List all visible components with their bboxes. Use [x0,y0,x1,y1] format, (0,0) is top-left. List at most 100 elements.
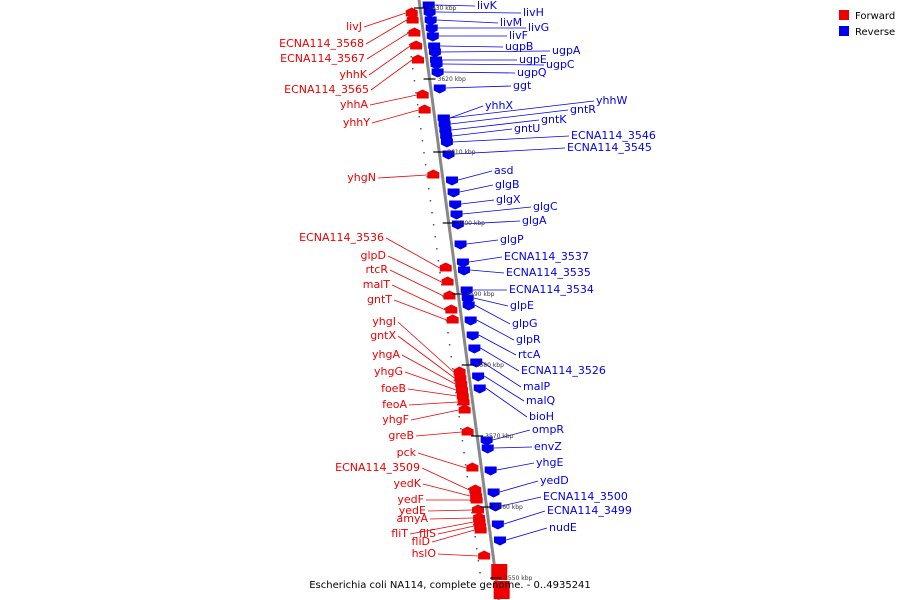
feature-glgc [450,210,463,220]
connector-hslo [437,553,479,557]
gene-label-flit[interactable]: fliT [391,527,408,540]
gene-label-ecna114-3546[interactable]: ECNA114_3546 [571,129,656,142]
gene-label-livk[interactable]: livK [477,0,498,12]
tick-label: 3590 kbp [466,291,494,298]
gene-label-glga[interactable]: glgA [522,214,547,227]
feature-yhha [416,89,429,99]
connector-yhhy [371,109,419,124]
gene-label-malp[interactable]: malP [523,380,551,393]
gene-label-ecna114-3509[interactable]: ECNA114_3509 [335,461,420,474]
gene-label-pck[interactable]: pck [397,446,417,459]
gene-label-ecna114-3567[interactable]: ECNA114_3567 [280,52,365,65]
gene-label-foeb[interactable]: foeB [381,382,406,395]
feature-ecna114-3499 [491,520,504,530]
gene-label-malq[interactable]: malQ [526,394,556,407]
gene-label-glpe[interactable]: glpE [510,299,534,312]
gene-label-glpg[interactable]: glpG [512,317,538,330]
gene-label-ecna114-3537[interactable]: ECNA114_3537 [504,250,589,263]
gene-label-feoa[interactable]: feoA [382,398,407,411]
connector-ecna114-3565 [370,59,413,91]
gene-label-livh[interactable]: livH [523,6,544,19]
gene-label-glgc[interactable]: glgC [533,200,558,213]
gene-label-glgb[interactable]: glgB [495,178,520,191]
gene-label-ecna114-3500[interactable]: ECNA114_3500 [543,490,628,503]
gene-label-flid[interactable]: fliD [412,535,430,548]
gene-label-gntr[interactable]: gntR [570,103,596,116]
gene-label-malt[interactable]: malT [363,278,391,291]
gene-label-yedk[interactable]: yedK [394,477,422,490]
gene-label-gntk[interactable]: gntK [541,113,567,126]
minor-tick [466,476,468,478]
gene-label-rtcr[interactable]: rtcR [365,263,388,276]
connector-ugpa [440,50,551,53]
gene-label-nude[interactable]: nudE [549,521,577,534]
gene-label-livm[interactable]: livM [500,16,522,29]
gene-label-yhgi[interactable]: yhgI [372,315,396,328]
gene-label-ecna114-3545[interactable]: ECNA114_3545 [567,141,652,154]
gene-label-ggt[interactable]: ggt [513,79,532,92]
feature-ggt [433,84,446,94]
gene-label-greb[interactable]: greB [388,429,414,442]
feature-ecna114-3567 [408,27,421,37]
gene-label-gntu[interactable]: gntU [514,122,540,135]
gene-label-yhhw[interactable]: yhhW [596,94,627,107]
gene-label-ecna114-3526[interactable]: ECNA114_3526 [521,364,606,377]
gene-label-glpd[interactable]: glpD [361,249,387,262]
gene-label-livj[interactable]: livJ [346,20,362,33]
gene-label-livf[interactable]: livF [509,29,528,42]
gene-label-yhga[interactable]: yhgA [372,348,400,361]
connector-livh [435,11,522,14]
gene-label-amya[interactable]: amyA [397,512,429,525]
gene-label-ecna114-3568[interactable]: ECNA114_3568 [279,37,364,50]
gene-label-yhha[interactable]: yhhA [340,98,368,111]
gene-label-ecna114-3565[interactable]: ECNA114_3565 [284,83,369,96]
gene-label-bioh[interactable]: bioH [529,410,554,423]
connector-ecna114-3567 [366,32,409,60]
feature-ugpc [430,60,443,70]
minor-tick [472,524,475,526]
gene-label-yhhy[interactable]: yhhY [343,116,370,129]
tick-label: 3600 kbp [457,220,485,227]
gene-label-yhgf[interactable]: yhgF [382,413,409,426]
gene-label-gntx[interactable]: gntX [370,329,396,342]
gene-label-yhge[interactable]: yhgE [536,456,563,469]
minor-tick [413,80,416,82]
gene-label-yede[interactable]: yedE [399,504,426,517]
gene-label-yhgn[interactable]: yhgN [347,171,376,184]
gene-label-flis[interactable]: fliS [419,527,436,540]
gene-label-yedd[interactable]: yedD [540,474,569,487]
gene-label-yedf[interactable]: yedF [397,493,424,506]
gene-label-ecna114-3536[interactable]: ECNA114_3536 [299,231,384,244]
gene-label-ompr[interactable]: ompR [532,423,564,436]
gene-label-ecna114-3534[interactable]: ECNA114_3534 [509,283,594,296]
gene-label-yhhk[interactable]: yhhK [339,68,367,81]
gene-label-asd[interactable]: asd [494,164,513,177]
gene-label-yhhx[interactable]: yhhX [485,99,513,112]
gene-label-ugpc[interactable]: ugpC [546,58,575,71]
minor-tick [471,512,473,514]
feature-livf [426,32,439,42]
gene-label-envz[interactable]: envZ [534,440,562,453]
gene-label-ugpq[interactable]: ugpQ [517,66,547,79]
minor-tick [420,128,422,130]
connector-nude [505,527,548,541]
gene-label-ugpb[interactable]: ugpB [505,40,533,53]
gene-label-ecna114-3535[interactable]: ECNA114_3535 [506,266,591,279]
connector-yhhw [449,100,595,119]
gene-label-glgx[interactable]: glgX [496,193,521,206]
gene-label-rtca[interactable]: rtcA [518,348,541,361]
feature-ecna114-3537 [456,258,469,268]
gene-label-glgp[interactable]: glgP [500,233,524,246]
gene-label-yhgg[interactable]: yhgG [374,365,403,378]
gene-label-ugpe[interactable]: ugpE [519,53,547,66]
feature-yhgf [458,404,471,414]
gene-label-hslo[interactable]: hslO [412,547,437,560]
gene-label-ecna114-3499[interactable]: ECNA114_3499 [547,504,632,517]
connector-ecna114-3500 [501,496,542,507]
gene-label-gntt[interactable]: gntT [367,293,392,306]
gene-label-livg[interactable]: livG [528,21,549,34]
gene-label-glpr[interactable]: glpR [516,333,541,346]
connector-yhgi [397,321,454,373]
gene-label-ugpa[interactable]: ugpA [552,44,581,57]
connector-flis [437,525,475,535]
